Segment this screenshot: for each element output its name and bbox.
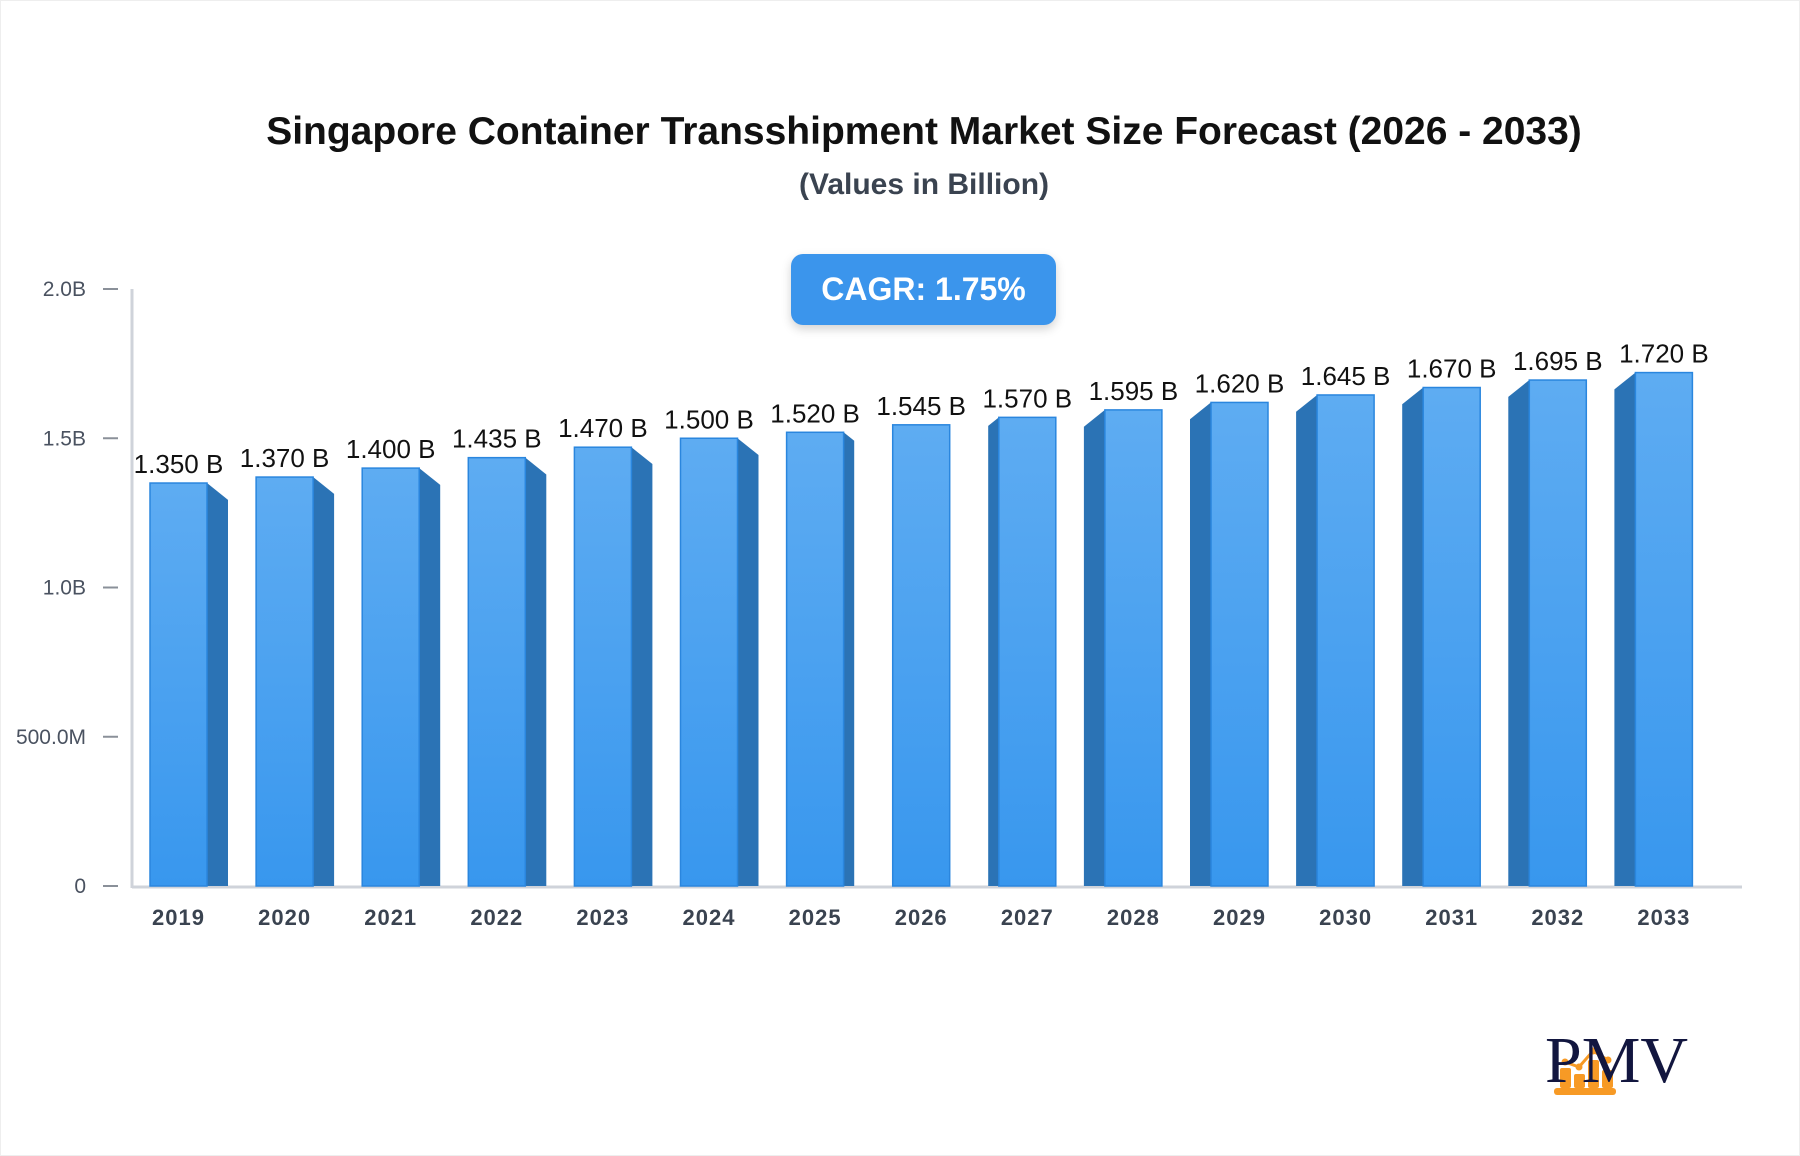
bar (1528, 379, 1588, 887)
bar-side (1402, 387, 1424, 886)
bar-side (988, 417, 999, 886)
logo-chart-icon (1554, 1047, 1616, 1095)
data-label: 1.720 B (1619, 339, 1709, 369)
bar-side (313, 477, 335, 886)
bar-side (1508, 380, 1530, 886)
bar-side (525, 457, 547, 886)
data-label: 1.400 B (346, 434, 436, 464)
bar-side (1190, 402, 1211, 886)
bar (361, 467, 420, 887)
y-tick-label: 1.5B (43, 427, 86, 450)
bar (891, 424, 951, 887)
data-label: 1.520 B (770, 398, 860, 428)
bar (1422, 386, 1481, 887)
x-tick-label: 2029 (1213, 905, 1266, 930)
bar (1316, 394, 1375, 887)
bar-side (1296, 394, 1318, 886)
chart-subtitle: (Values in Billion) (798, 168, 1050, 201)
x-tick-label: 2025 (789, 905, 842, 930)
x-tick-label: 2021 (364, 905, 417, 930)
y-tick-label: 0 (74, 875, 86, 898)
data-label: 1.435 B (452, 424, 542, 454)
data-label: 1.500 B (664, 404, 754, 434)
bar-side (843, 432, 855, 886)
x-tick-label: 2030 (1319, 905, 1372, 930)
y-tick-label: 1.0B (43, 577, 86, 600)
x-tick-label: 2023 (576, 905, 629, 930)
bar-side (419, 468, 441, 886)
x-tick-label: 2019 (152, 905, 205, 930)
x-tick-label: 2026 (895, 905, 948, 930)
x-tick-label: 2032 (1531, 905, 1584, 930)
bar (255, 476, 314, 887)
data-label: 1.570 B (982, 383, 1072, 413)
chart-title: Singapore Container Transshipment Market… (266, 110, 1582, 153)
data-label: 1.670 B (1407, 354, 1497, 384)
bar-side (631, 447, 653, 886)
data-label: 1.370 B (240, 443, 330, 473)
data-label: 1.470 B (558, 413, 648, 443)
bar (679, 437, 739, 887)
x-tick-label: 2022 (470, 905, 523, 930)
bar-side (207, 483, 228, 886)
x-tick-label: 2020 (258, 905, 311, 930)
bar-side (1083, 409, 1105, 886)
bar-side (1614, 372, 1636, 887)
x-tick-label: 2033 (1637, 905, 1690, 930)
x-tick-label: 2031 (1425, 905, 1478, 930)
bar (573, 446, 633, 887)
data-label: 1.620 B (1195, 368, 1285, 398)
y-tick-label: 2.0B (43, 278, 86, 301)
bar (998, 416, 1057, 887)
x-tick-label: 2027 (1001, 905, 1054, 930)
bar (467, 456, 527, 887)
y-tick-label: 500.0M (16, 726, 86, 749)
logo-text: PMV (1545, 1024, 1689, 1097)
bar (1634, 371, 1694, 887)
x-tick-label: 2028 (1107, 905, 1160, 930)
data-label: 1.695 B (1513, 346, 1603, 376)
data-label: 1.595 B (1089, 376, 1179, 406)
cagr-badge: CAGR: 1.75% (791, 254, 1056, 325)
bar (1210, 401, 1269, 887)
bar (149, 482, 208, 887)
data-label: 1.645 B (1301, 361, 1391, 391)
bar-side (737, 438, 759, 886)
x-tick-label: 2024 (683, 905, 736, 930)
data-label: 1.350 B (134, 449, 224, 479)
data-label: 1.545 B (876, 391, 966, 421)
bar (785, 431, 845, 887)
bar (1104, 409, 1163, 887)
